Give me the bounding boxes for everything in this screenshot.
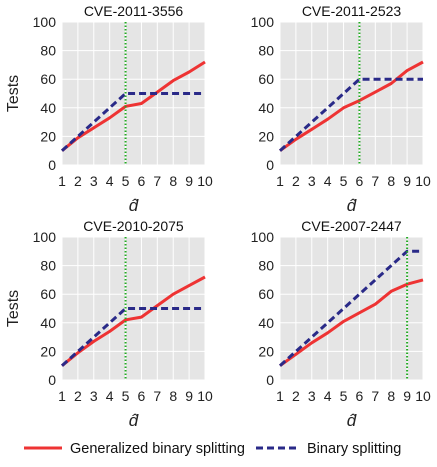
x-tick-label: 2 (74, 388, 82, 404)
y-tick-label: 100 (251, 14, 275, 30)
x-tick-label: 5 (340, 173, 348, 189)
series-line-binary (278, 77, 423, 152)
y-tick-label: 0 (266, 157, 274, 173)
x-tick-label: 3 (90, 388, 98, 404)
x-tick-label: 9 (403, 173, 411, 189)
plot-background (280, 237, 423, 380)
x-tick-label: 5 (122, 173, 130, 189)
x-tick-label: 1 (58, 173, 66, 189)
y-tick-label: 100 (33, 14, 57, 30)
x-tick-label: 8 (169, 388, 177, 404)
x-tick-label: 5 (122, 388, 130, 404)
legend-label: Binary splitting (307, 441, 401, 457)
y-tick-label: 20 (258, 128, 274, 144)
x-tick-label: 7 (153, 388, 161, 404)
y-tick-label: 40 (258, 315, 274, 331)
plot-background (280, 22, 423, 165)
x-tick-label: 8 (387, 388, 395, 404)
x-axis-label: d̂ (129, 411, 139, 430)
y-tick-label: 80 (258, 43, 274, 59)
x-tick-label: 4 (106, 388, 114, 404)
chart-title: CVE-2011-3556 (84, 3, 184, 19)
legend-label: Generalized binary splitting (70, 441, 245, 457)
y-tick-label: 60 (258, 286, 274, 302)
y-tick-label: 80 (258, 258, 274, 274)
y-tick-label: 40 (40, 100, 56, 116)
y-axis-label: Tests (5, 75, 22, 112)
chart-panel-1: 0 20 40 60 80 100 1 2 3 4 5 6 7 8 9 10 CVE-2011-3556 Test… (5, 3, 213, 215)
y-tick-label: 60 (40, 286, 56, 302)
series-line-binary (278, 249, 423, 367)
x-tick-label: 6 (138, 173, 146, 189)
x-tick-label: 2 (74, 173, 82, 189)
x-tick-label: 6 (356, 388, 364, 404)
y-tick-label: 80 (40, 258, 56, 274)
chart-panel-3: 0 20 40 60 80 100 1 2 3 4 5 6 7 8 9 10 CVE-2010-2075 Test… (5, 218, 213, 430)
x-tick-label: 1 (276, 173, 284, 189)
chart-title: CVE-2011-2523 (302, 3, 402, 19)
series-line-binary (60, 92, 205, 152)
chart-title: CVE-2010-2075 (83, 218, 184, 234)
chart-panel-2: 0 20 40 60 80 100 1 2 3 4 5 6 7 8 9 10 CVE-2011-2523 d̂ (251, 3, 431, 215)
y-tick-label: 100 (251, 229, 275, 245)
x-tick-label: 1 (58, 388, 66, 404)
y-tick-label: 0 (48, 372, 56, 388)
x-tick-label: 3 (308, 388, 316, 404)
x-tick-label: 1 (276, 388, 284, 404)
y-tick-label: 60 (258, 71, 274, 87)
x-tick-label: 10 (415, 173, 431, 189)
x-tick-label: 4 (106, 173, 114, 189)
y-tick-label: 20 (40, 343, 56, 359)
y-tick-label: 40 (258, 100, 274, 116)
x-tick-label: 9 (185, 388, 193, 404)
x-tick-label: 8 (387, 173, 395, 189)
x-tick-label: 9 (185, 173, 193, 189)
y-tick-label: 80 (40, 43, 56, 59)
x-axis-label: d̂ (347, 196, 357, 215)
legend: Generalized binary splitting Binary split… (24, 441, 401, 457)
x-tick-label: 7 (153, 173, 161, 189)
x-tick-label: 10 (197, 388, 213, 404)
y-tick-label: 40 (40, 315, 56, 331)
series-line-binary (60, 307, 205, 367)
x-tick-label: 10 (197, 173, 213, 189)
y-tick-label: 20 (258, 343, 274, 359)
y-axis-label: Tests (5, 290, 22, 327)
x-axis-label: d̂ (347, 411, 357, 430)
x-axis-label: d̂ (129, 196, 139, 215)
y-tick-label: 100 (33, 229, 57, 245)
x-tick-label: 2 (292, 173, 300, 189)
x-tick-label: 3 (90, 173, 98, 189)
x-tick-label: 6 (138, 388, 146, 404)
x-tick-label: 7 (371, 173, 379, 189)
x-tick-label: 3 (308, 173, 316, 189)
y-tick-label: 20 (40, 128, 56, 144)
series-line-generalized (279, 60, 424, 152)
chart-panel-4: 0 20 40 60 80 100 1 2 3 4 5 6 7 8 9 10 CVE-2007-2447 d̂ (251, 218, 431, 430)
y-tick-label: 0 (48, 157, 56, 173)
x-tick-label: 6 (356, 173, 364, 189)
y-tick-label: 60 (40, 71, 56, 87)
x-tick-label: 10 (415, 388, 431, 404)
x-tick-label: 5 (340, 388, 348, 404)
x-tick-label: 8 (169, 173, 177, 189)
series-line-generalized (61, 60, 206, 152)
chart-title: CVE-2007-2447 (301, 218, 402, 234)
series-line-generalized (61, 275, 206, 367)
y-tick-label: 0 (266, 372, 274, 388)
x-tick-label: 7 (371, 388, 379, 404)
x-tick-label: 2 (292, 388, 300, 404)
series-line-generalized (279, 278, 424, 367)
x-tick-label: 9 (403, 388, 411, 404)
x-tick-label: 4 (324, 388, 332, 404)
x-tick-label: 4 (324, 173, 332, 189)
